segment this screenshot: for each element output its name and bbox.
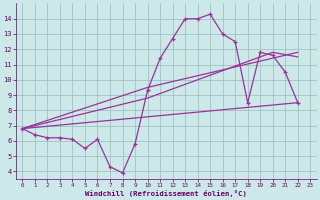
X-axis label: Windchill (Refroidissement éolien,°C): Windchill (Refroidissement éolien,°C) [85, 190, 247, 197]
